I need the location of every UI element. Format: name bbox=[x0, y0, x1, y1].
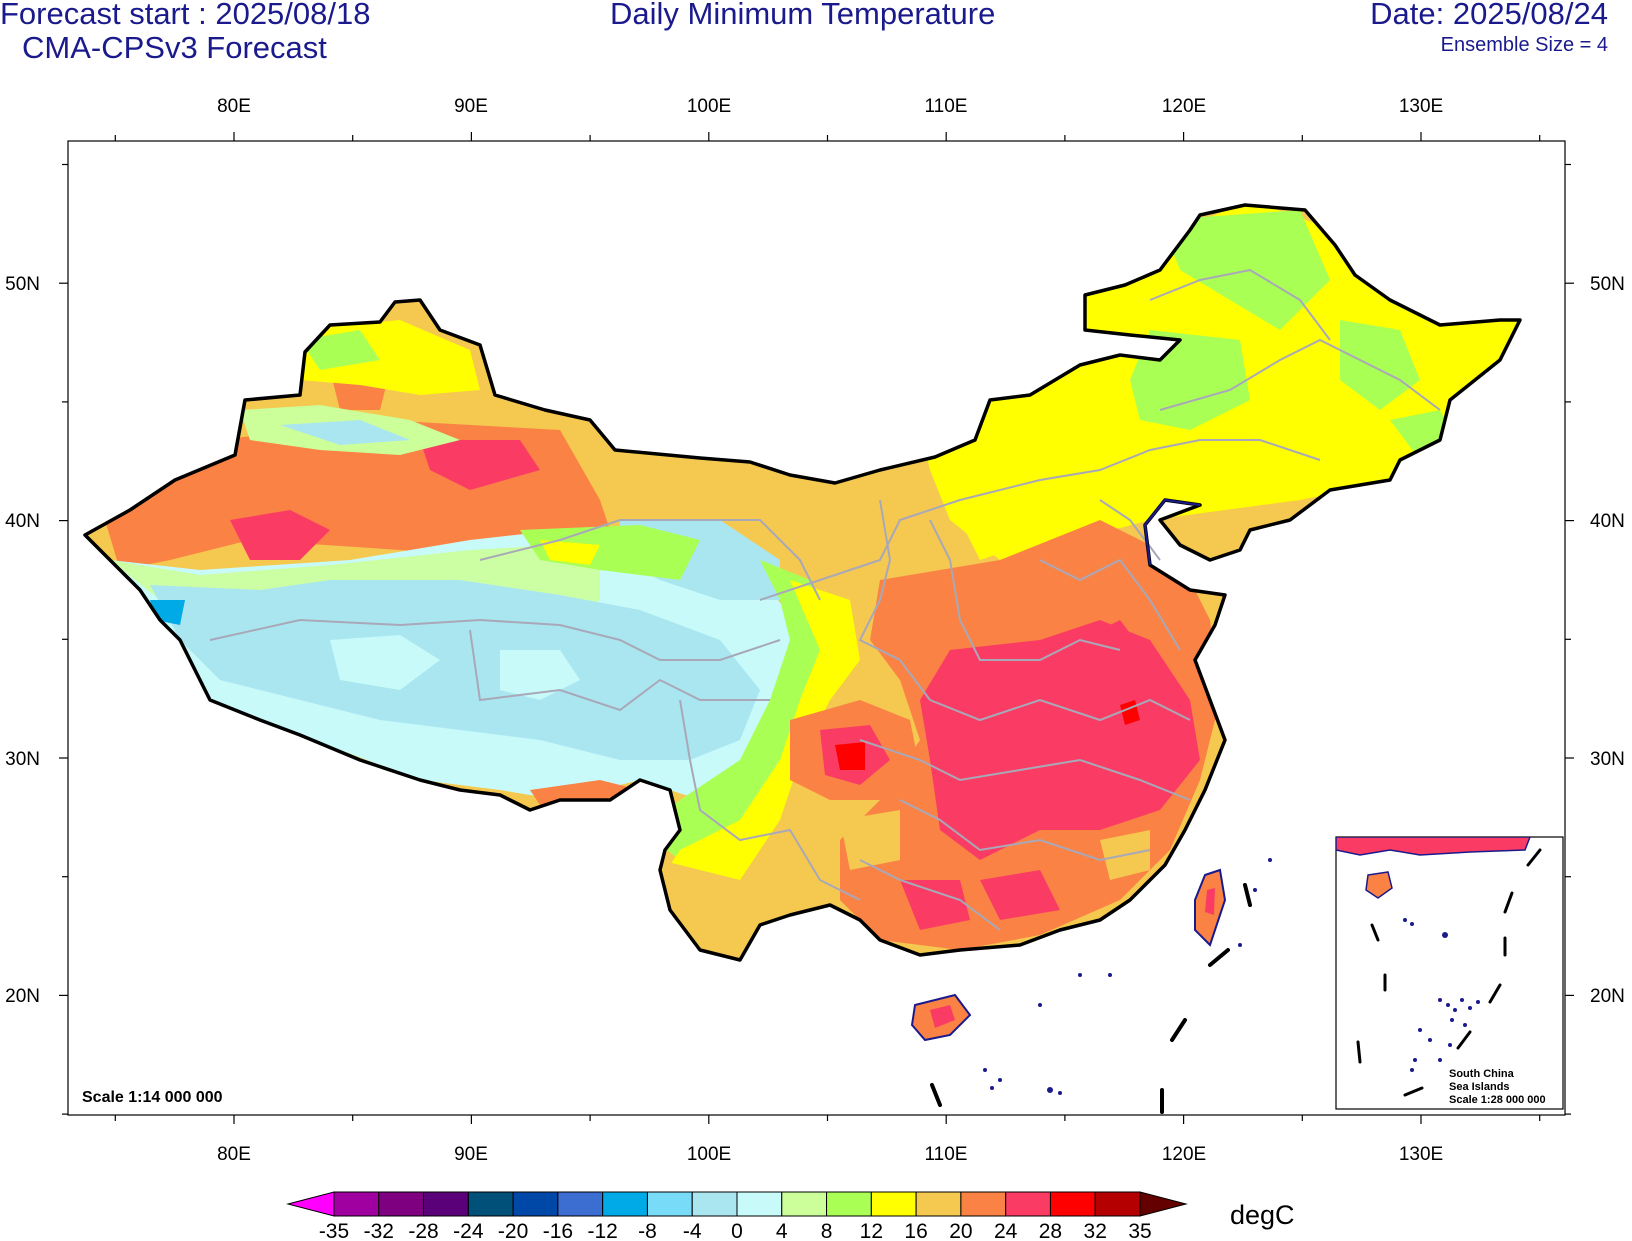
lat-label-left-30n: 30N bbox=[5, 749, 40, 770]
colorbar: -35 -32 -28 -24 -20 -16 -12 -8 -4 0 4 8 12 16 20 24 28 32… bbox=[286, 1191, 1188, 1241]
lon-label-bottom-100e: 100E bbox=[687, 1144, 731, 1165]
colorbar-box bbox=[512, 1191, 559, 1217]
colorbar-level-label: -12 bbox=[587, 1220, 617, 1241]
colorbar-box bbox=[736, 1191, 783, 1217]
colorbar-box bbox=[378, 1191, 425, 1217]
islets bbox=[983, 858, 1272, 1095]
colorbar-level-label: 24 bbox=[994, 1220, 1018, 1241]
inset-label-1: South China bbox=[1449, 1068, 1515, 1080]
lon-label-top-130e: 130E bbox=[1399, 96, 1443, 117]
lon-label-bottom-130e: 130E bbox=[1399, 1144, 1443, 1165]
lat-label-right-30n: 30N bbox=[1590, 749, 1625, 770]
colorbar-level-label: -20 bbox=[498, 1220, 528, 1241]
colorbar-level-label: 20 bbox=[949, 1220, 972, 1241]
colorbar-level-label: 12 bbox=[860, 1220, 883, 1241]
colorbar-level-label: -16 bbox=[543, 1220, 573, 1241]
inset-label-3: Scale 1:28 000 000 bbox=[1449, 1094, 1546, 1106]
colorbar-box bbox=[602, 1191, 648, 1217]
colorbar-level-label: -35 bbox=[319, 1220, 349, 1241]
lat-label-right-20n: 20N bbox=[1590, 986, 1625, 1007]
lon-label-top-110e: 110E bbox=[925, 96, 968, 117]
plot-title: Daily Minimum Temperature bbox=[610, 0, 996, 31]
colorbar-box bbox=[870, 1191, 917, 1217]
colorbar-box bbox=[423, 1191, 469, 1217]
lon-label-bottom-110e: 110E bbox=[925, 1144, 968, 1165]
map-scale-label: Scale 1:14 000 000 bbox=[82, 1089, 223, 1106]
colorbar-level-label: -28 bbox=[408, 1220, 438, 1241]
colorbar-level-label: 35 bbox=[1128, 1220, 1151, 1241]
colorbar-level-label: 4 bbox=[776, 1220, 788, 1241]
colorbar-unit-label: degC bbox=[1230, 1200, 1295, 1230]
colorbar-box bbox=[915, 1191, 962, 1217]
colorbar-box bbox=[781, 1191, 828, 1217]
colorbar-box bbox=[1049, 1191, 1096, 1217]
colorbar-box bbox=[1094, 1191, 1141, 1217]
colorbar-box bbox=[333, 1191, 380, 1217]
colorbar-level-label: -8 bbox=[638, 1220, 657, 1241]
lon-label-top-90e: 90E bbox=[454, 96, 488, 117]
lat-label-left-20n: 20N bbox=[5, 986, 40, 1007]
colorbar-level-label: 32 bbox=[1084, 1220, 1107, 1241]
lon-label-top-80e: 80E bbox=[217, 96, 251, 117]
colorbar-box bbox=[557, 1191, 604, 1217]
dashed-boundary bbox=[930, 883, 1252, 1114]
lat-label-right-40n: 40N bbox=[1590, 511, 1625, 532]
colorbar-box bbox=[467, 1191, 514, 1217]
colorbar-box bbox=[960, 1191, 1007, 1217]
forecast-start-label: Forecast start : 2025/08/18 bbox=[0, 0, 371, 31]
colorbar-low-triangle bbox=[286, 1191, 335, 1217]
lon-label-bottom-120e: 120E bbox=[1162, 1144, 1206, 1165]
colorbar-box bbox=[826, 1191, 872, 1217]
lon-label-top-100e: 100E bbox=[687, 96, 731, 117]
lon-label-bottom-90e: 90E bbox=[454, 1144, 488, 1165]
colorbar-level-label: -32 bbox=[364, 1220, 394, 1241]
colorbar-high-triangle bbox=[1139, 1191, 1188, 1217]
colorbar-level-label: 28 bbox=[1039, 1220, 1062, 1241]
colorbar-box bbox=[691, 1191, 738, 1217]
valid-date-label: Date: 2025/08/24 bbox=[1370, 0, 1608, 31]
lon-label-top-120e: 120E bbox=[1162, 96, 1206, 117]
colorbar-level-label: 16 bbox=[904, 1220, 927, 1241]
colorbar-level-label: 0 bbox=[731, 1220, 743, 1241]
lat-label-left-50n: 50N bbox=[5, 274, 40, 295]
axis-ticks bbox=[59, 132, 1574, 1124]
colorbar-level-label: -4 bbox=[683, 1220, 702, 1241]
colorbar-level-label: 8 bbox=[821, 1220, 833, 1241]
inset-label-2: Sea Islands bbox=[1449, 1081, 1510, 1093]
colorbar-level-label: -24 bbox=[453, 1220, 484, 1241]
ensemble-size-label: Ensemble Size = 4 bbox=[1440, 34, 1608, 56]
lat-label-right-50n: 50N bbox=[1590, 274, 1625, 295]
province-boundaries bbox=[209, 268, 1441, 931]
model-label: CMA-CPSv3 Forecast bbox=[22, 30, 327, 65]
colorbar-box bbox=[646, 1191, 693, 1217]
colorbar-box bbox=[1005, 1191, 1051, 1217]
lat-label-left-40n: 40N bbox=[5, 511, 40, 532]
lon-label-bottom-80e: 80E bbox=[217, 1144, 251, 1165]
national-border bbox=[83, 203, 1522, 962]
